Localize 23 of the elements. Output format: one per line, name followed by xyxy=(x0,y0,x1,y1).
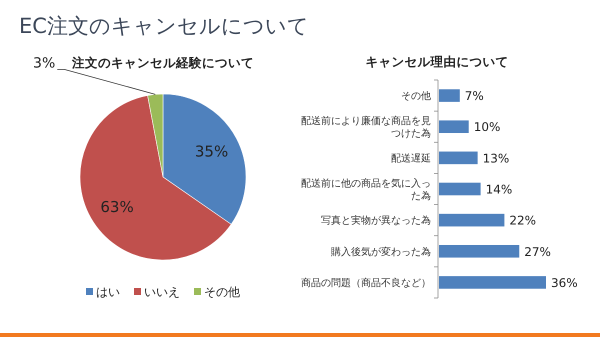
data-label: 35% xyxy=(194,142,228,161)
legend-label: はい xyxy=(96,285,120,299)
data-label: 3% xyxy=(33,55,56,72)
chart-subtitle: 注文のキャンセル経験について xyxy=(71,55,254,70)
legend-label: いいえ xyxy=(144,285,180,299)
y-tick-label: 商品の問題（商品不良など） xyxy=(301,276,431,289)
data-label: 10% xyxy=(474,120,500,134)
data-label: 27% xyxy=(524,244,551,259)
y-tick-label: 配送遅延 xyxy=(391,152,431,164)
data-label: 7% xyxy=(464,89,484,104)
legend-label: その他 xyxy=(204,285,240,299)
data-label: 36% xyxy=(551,276,578,290)
data-label: 63% xyxy=(100,198,134,216)
chart-title: EC注文のキャンセルについて xyxy=(19,14,309,38)
data-label: 13% xyxy=(482,151,510,166)
y-tick-label: 写真と実物が異なった為 xyxy=(321,214,431,227)
data-label: 14% xyxy=(486,182,512,196)
data-label: 22% xyxy=(509,214,536,228)
y-tick-label: その他 xyxy=(401,90,431,102)
y-tick-label: 配送前に他の商品を気に入った為 xyxy=(301,177,431,202)
y-tick-label: 配送前により廉価な商品を見つけた為 xyxy=(301,114,431,140)
y-tick-label: 購入後気が変わった為 xyxy=(331,246,431,258)
chart-title: キャンセル理由について xyxy=(366,54,508,69)
